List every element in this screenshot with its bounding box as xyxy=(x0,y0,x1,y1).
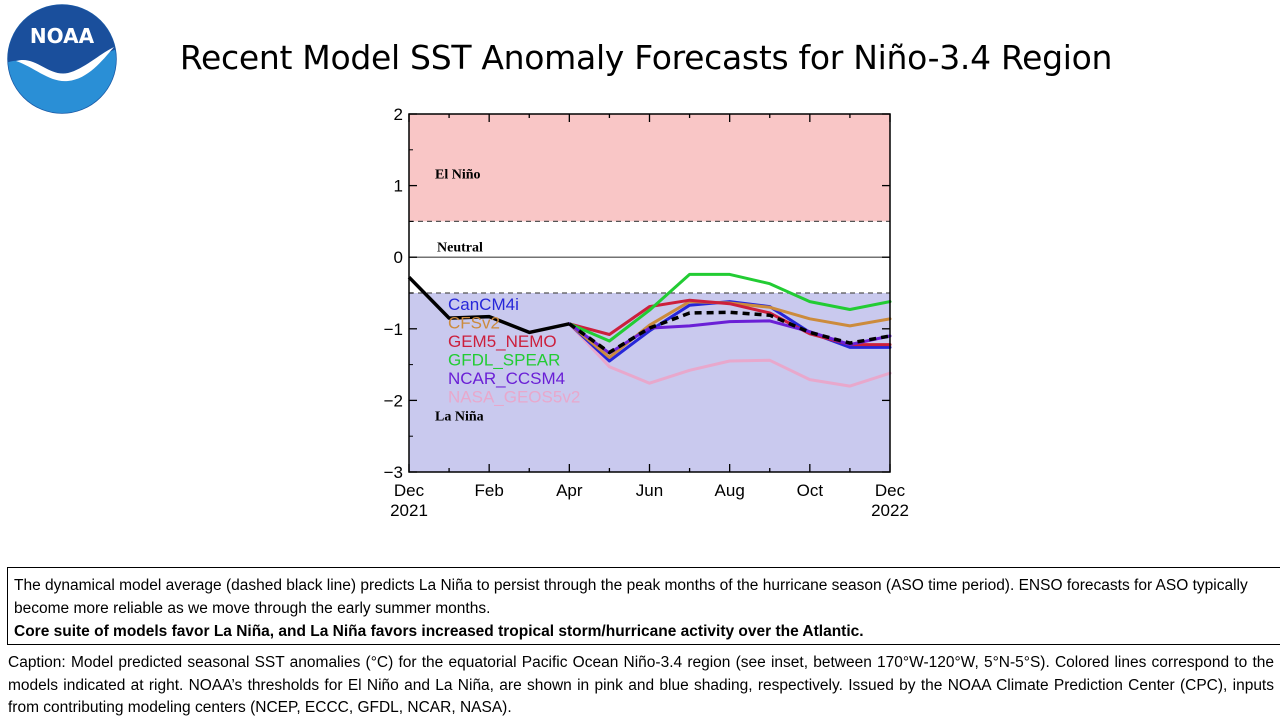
x-tick-label: Dec xyxy=(875,481,906,500)
region-el-ni-o xyxy=(409,114,890,222)
figure-caption: Caption: Model predicted seasonal SST an… xyxy=(8,654,1274,716)
x-tick-year-label: 2022 xyxy=(871,501,909,520)
series-line-nasa-geos5v2 xyxy=(567,322,892,388)
y-tick-label: 2 xyxy=(394,105,403,124)
y-tick-label: −1 xyxy=(384,320,403,339)
legend-entry-nasa-geos5v2: NASA_GEOS5v2 xyxy=(448,388,580,407)
series-line-gfdl-spear xyxy=(567,272,892,343)
x-tick-label: Jun xyxy=(636,481,663,500)
noaa-logo: NOAA xyxy=(7,4,117,114)
observed-line xyxy=(407,275,570,335)
y-tick-label: 0 xyxy=(394,248,403,267)
legend-entry-gfdl-spear: GFDL_SPEAR xyxy=(448,351,560,370)
legend-entry-ncar-ccsm4: NCAR_CCSM4 xyxy=(448,369,565,388)
x-tick-label: Dec xyxy=(394,481,425,500)
logo-text: NOAA xyxy=(30,24,95,48)
region-label-neutral: Neutral xyxy=(437,240,483,255)
y-tick-label: 1 xyxy=(394,177,403,196)
summary-bold-text: Core suite of models favor La Niña, and … xyxy=(14,623,864,640)
x-tick-label: Apr xyxy=(556,481,583,500)
model-average-line xyxy=(568,310,891,355)
summary-box: The dynamical model average (dashed blac… xyxy=(7,567,1280,645)
page-title: Recent Model SST Anomaly Forecasts for N… xyxy=(179,38,1113,77)
legend-entry-cancm4i: CanCM4i xyxy=(448,295,519,314)
x-tick-label: Feb xyxy=(475,481,504,500)
region-label-el-ni-o: El Niño xyxy=(435,167,481,182)
sst-forecast-chart: El Niño Neutral La Niña CanCM4iCFSv2GEM5_NE… xyxy=(384,105,909,520)
legend-entry-cfsv2: CFSv2 xyxy=(448,314,500,333)
x-tick-label: Aug xyxy=(715,481,745,500)
y-tick-label: −3 xyxy=(384,463,403,482)
x-tick-label: Oct xyxy=(797,481,824,500)
summary-text: The dynamical model average (dashed blac… xyxy=(14,577,1248,617)
region-label-la-ni-a: La Niña xyxy=(435,409,484,424)
x-tick-year-label: 2021 xyxy=(390,501,428,520)
legend-entry-gem5-nemo: GEM5_NEMO xyxy=(448,332,557,351)
y-tick-label: −2 xyxy=(384,391,403,410)
